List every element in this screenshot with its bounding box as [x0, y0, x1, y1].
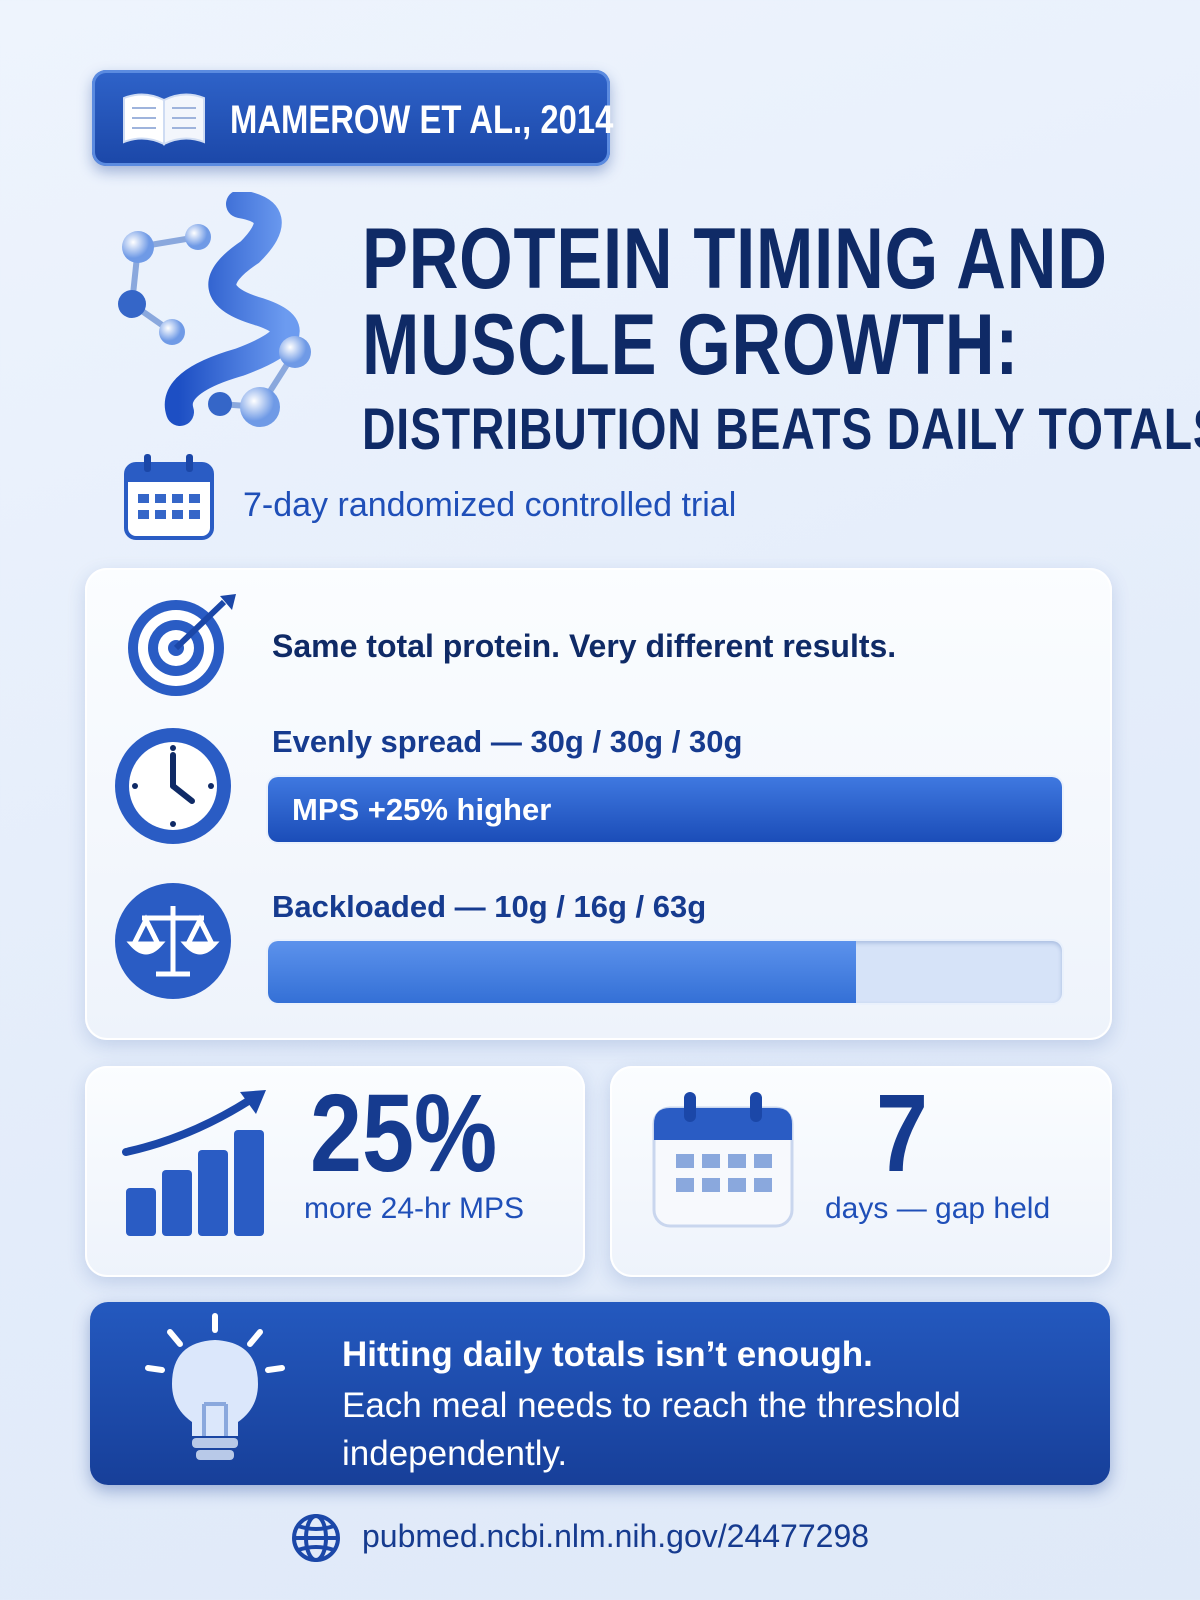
stat-number: 7: [876, 1072, 929, 1195]
bar-track: [268, 941, 1062, 1003]
stat-caption: days — gap held: [825, 1192, 1051, 1225]
growth-chart-icon: [122, 1090, 266, 1236]
citation: MAMEROW ET AL., 2014: [230, 98, 614, 142]
calendar-icon: [652, 1092, 794, 1228]
row-label: Evenly spread — 30g / 30g / 30g: [272, 724, 743, 759]
title-line: DISTRIBUTION BEATS DAILY TOTALS: [362, 397, 1200, 462]
clock-icon: [115, 728, 231, 844]
book-icon: [123, 93, 205, 146]
calendar-icon: [124, 454, 214, 540]
bar-track: MPS +25% higher: [268, 777, 1062, 842]
stat-number: 25%: [310, 1072, 498, 1195]
bar: [268, 777, 1062, 842]
comparison-heading: Same total protein. Very different resul…: [272, 628, 897, 664]
row-label: Backloaded — 10g / 16g / 63g: [272, 889, 707, 924]
takeaway-line: Each meal needs to reach the threshold i…: [342, 1386, 961, 1473]
bar-label: MPS +25% higher: [292, 792, 552, 827]
globe-icon: [292, 1514, 340, 1562]
molecule-icon: [118, 192, 311, 427]
target-icon: [128, 594, 236, 696]
takeaway-line: Hitting daily totals isn’t enough.: [342, 1335, 873, 1374]
title-line: PROTEIN TIMING AND: [362, 211, 1108, 307]
bar: [268, 941, 856, 1003]
source-link[interactable]: pubmed.ncbi.nlm.nih.gov/24477298: [362, 1518, 870, 1554]
scale-icon: [115, 883, 231, 999]
stat-caption: more 24-hr MPS: [304, 1192, 525, 1225]
title-line: MUSCLE GROWTH:: [362, 297, 1020, 393]
lightbulb-icon: [145, 1313, 285, 1460]
subtitle: 7-day randomized controlled trial: [243, 486, 737, 524]
